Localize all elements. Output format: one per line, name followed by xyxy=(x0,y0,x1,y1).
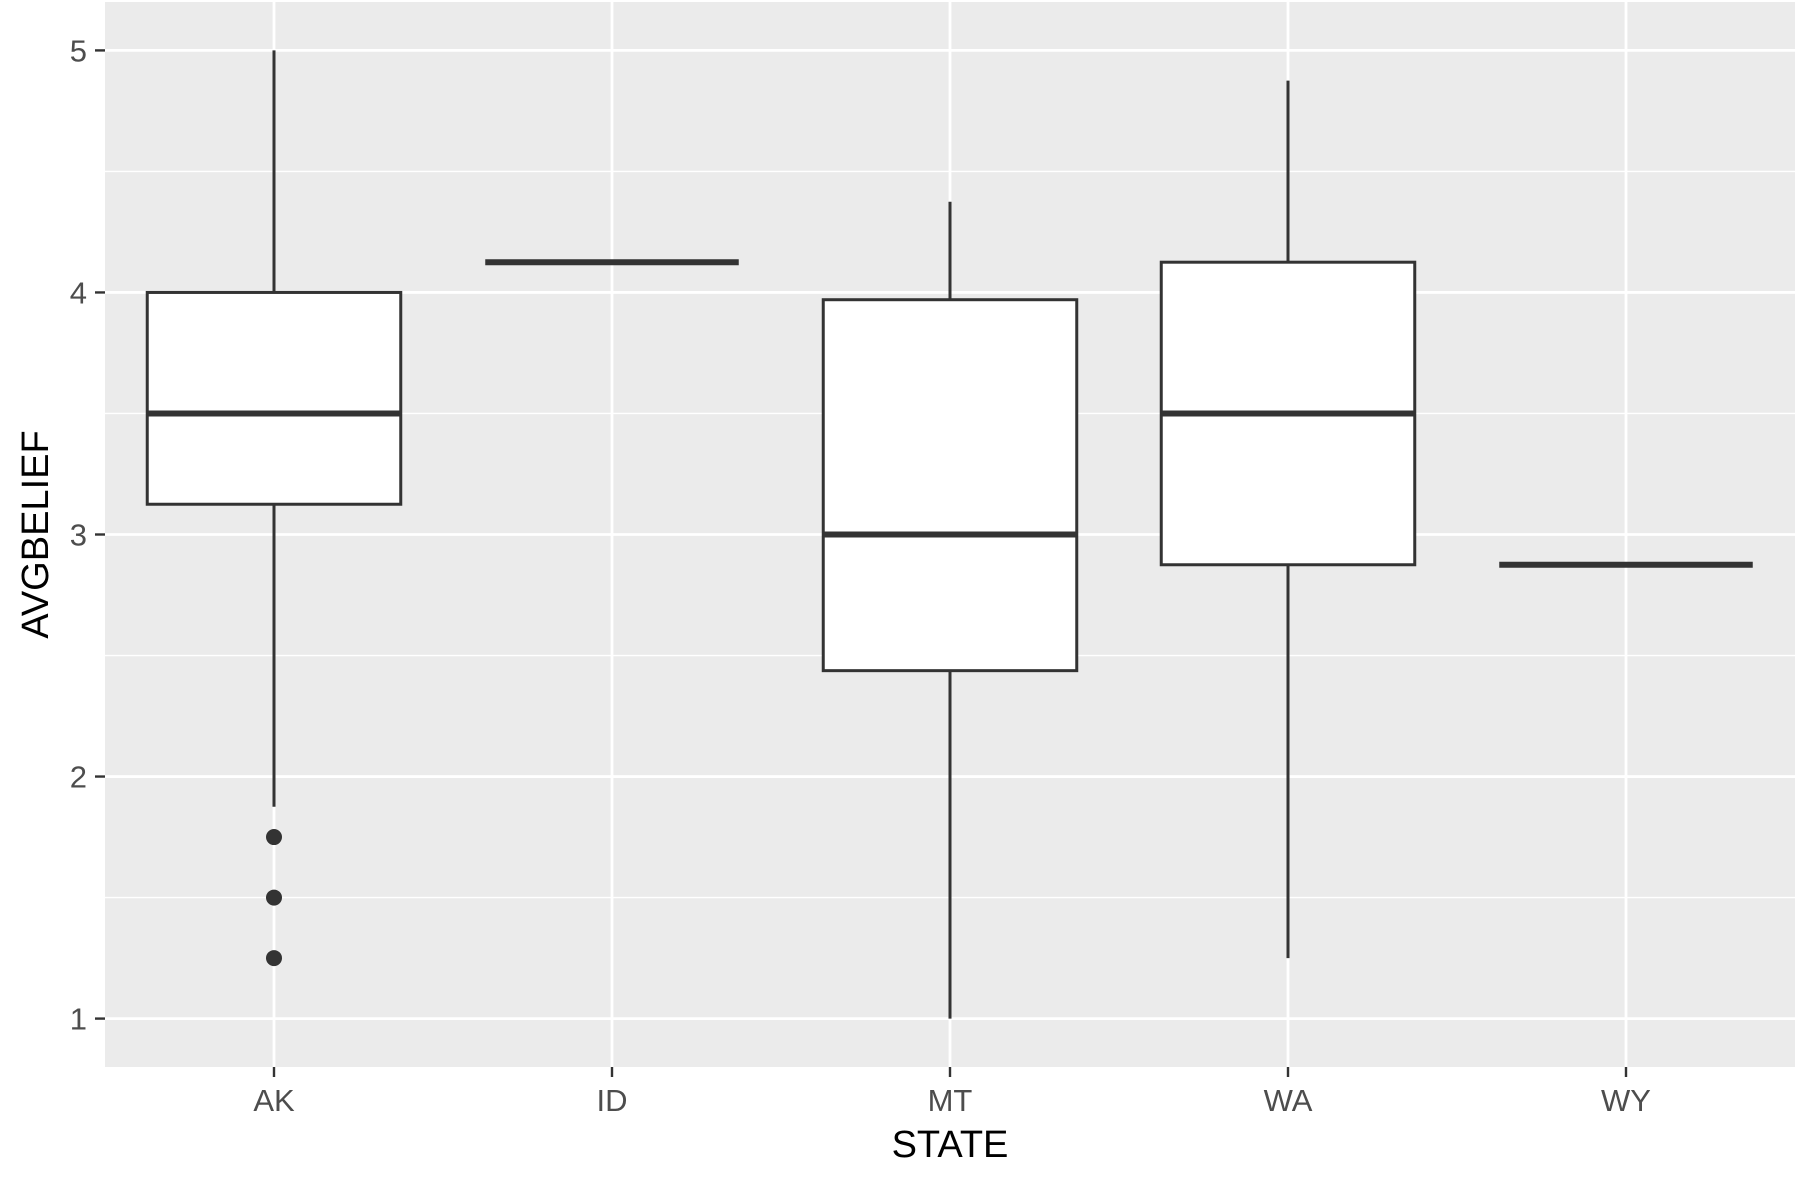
box-iqr xyxy=(821,298,1079,673)
y-axis-ticks: 1 2 3 4 5 xyxy=(70,33,105,1037)
outlier-point xyxy=(266,829,282,846)
x-tick-label: WY xyxy=(1601,1083,1651,1118)
outlier-point xyxy=(266,950,282,967)
x-axis-ticks: AK ID MT WA WY xyxy=(253,1067,1651,1118)
x-tick-label: ID xyxy=(597,1083,628,1118)
y-tick-label: 4 xyxy=(70,275,87,310)
y-tick-label: 1 xyxy=(70,1002,87,1037)
y-axis-title: AVGBELIEF xyxy=(15,430,57,638)
outlier-point xyxy=(266,889,282,906)
y-tick-label: 5 xyxy=(70,33,87,68)
box-group-ak xyxy=(145,50,403,967)
x-tick-label: WA xyxy=(1264,1083,1313,1118)
y-tick-label: 2 xyxy=(70,760,87,795)
y-tick-label: 3 xyxy=(70,518,87,553)
box-iqr xyxy=(145,290,403,506)
box-marks xyxy=(145,50,1753,1019)
box-group-mt xyxy=(821,201,1079,1019)
x-axis-title: STATE xyxy=(892,1124,1009,1166)
x-tick-label: MT xyxy=(928,1083,973,1118)
x-tick-label: AK xyxy=(253,1083,295,1118)
box-group-wa xyxy=(1159,80,1417,959)
